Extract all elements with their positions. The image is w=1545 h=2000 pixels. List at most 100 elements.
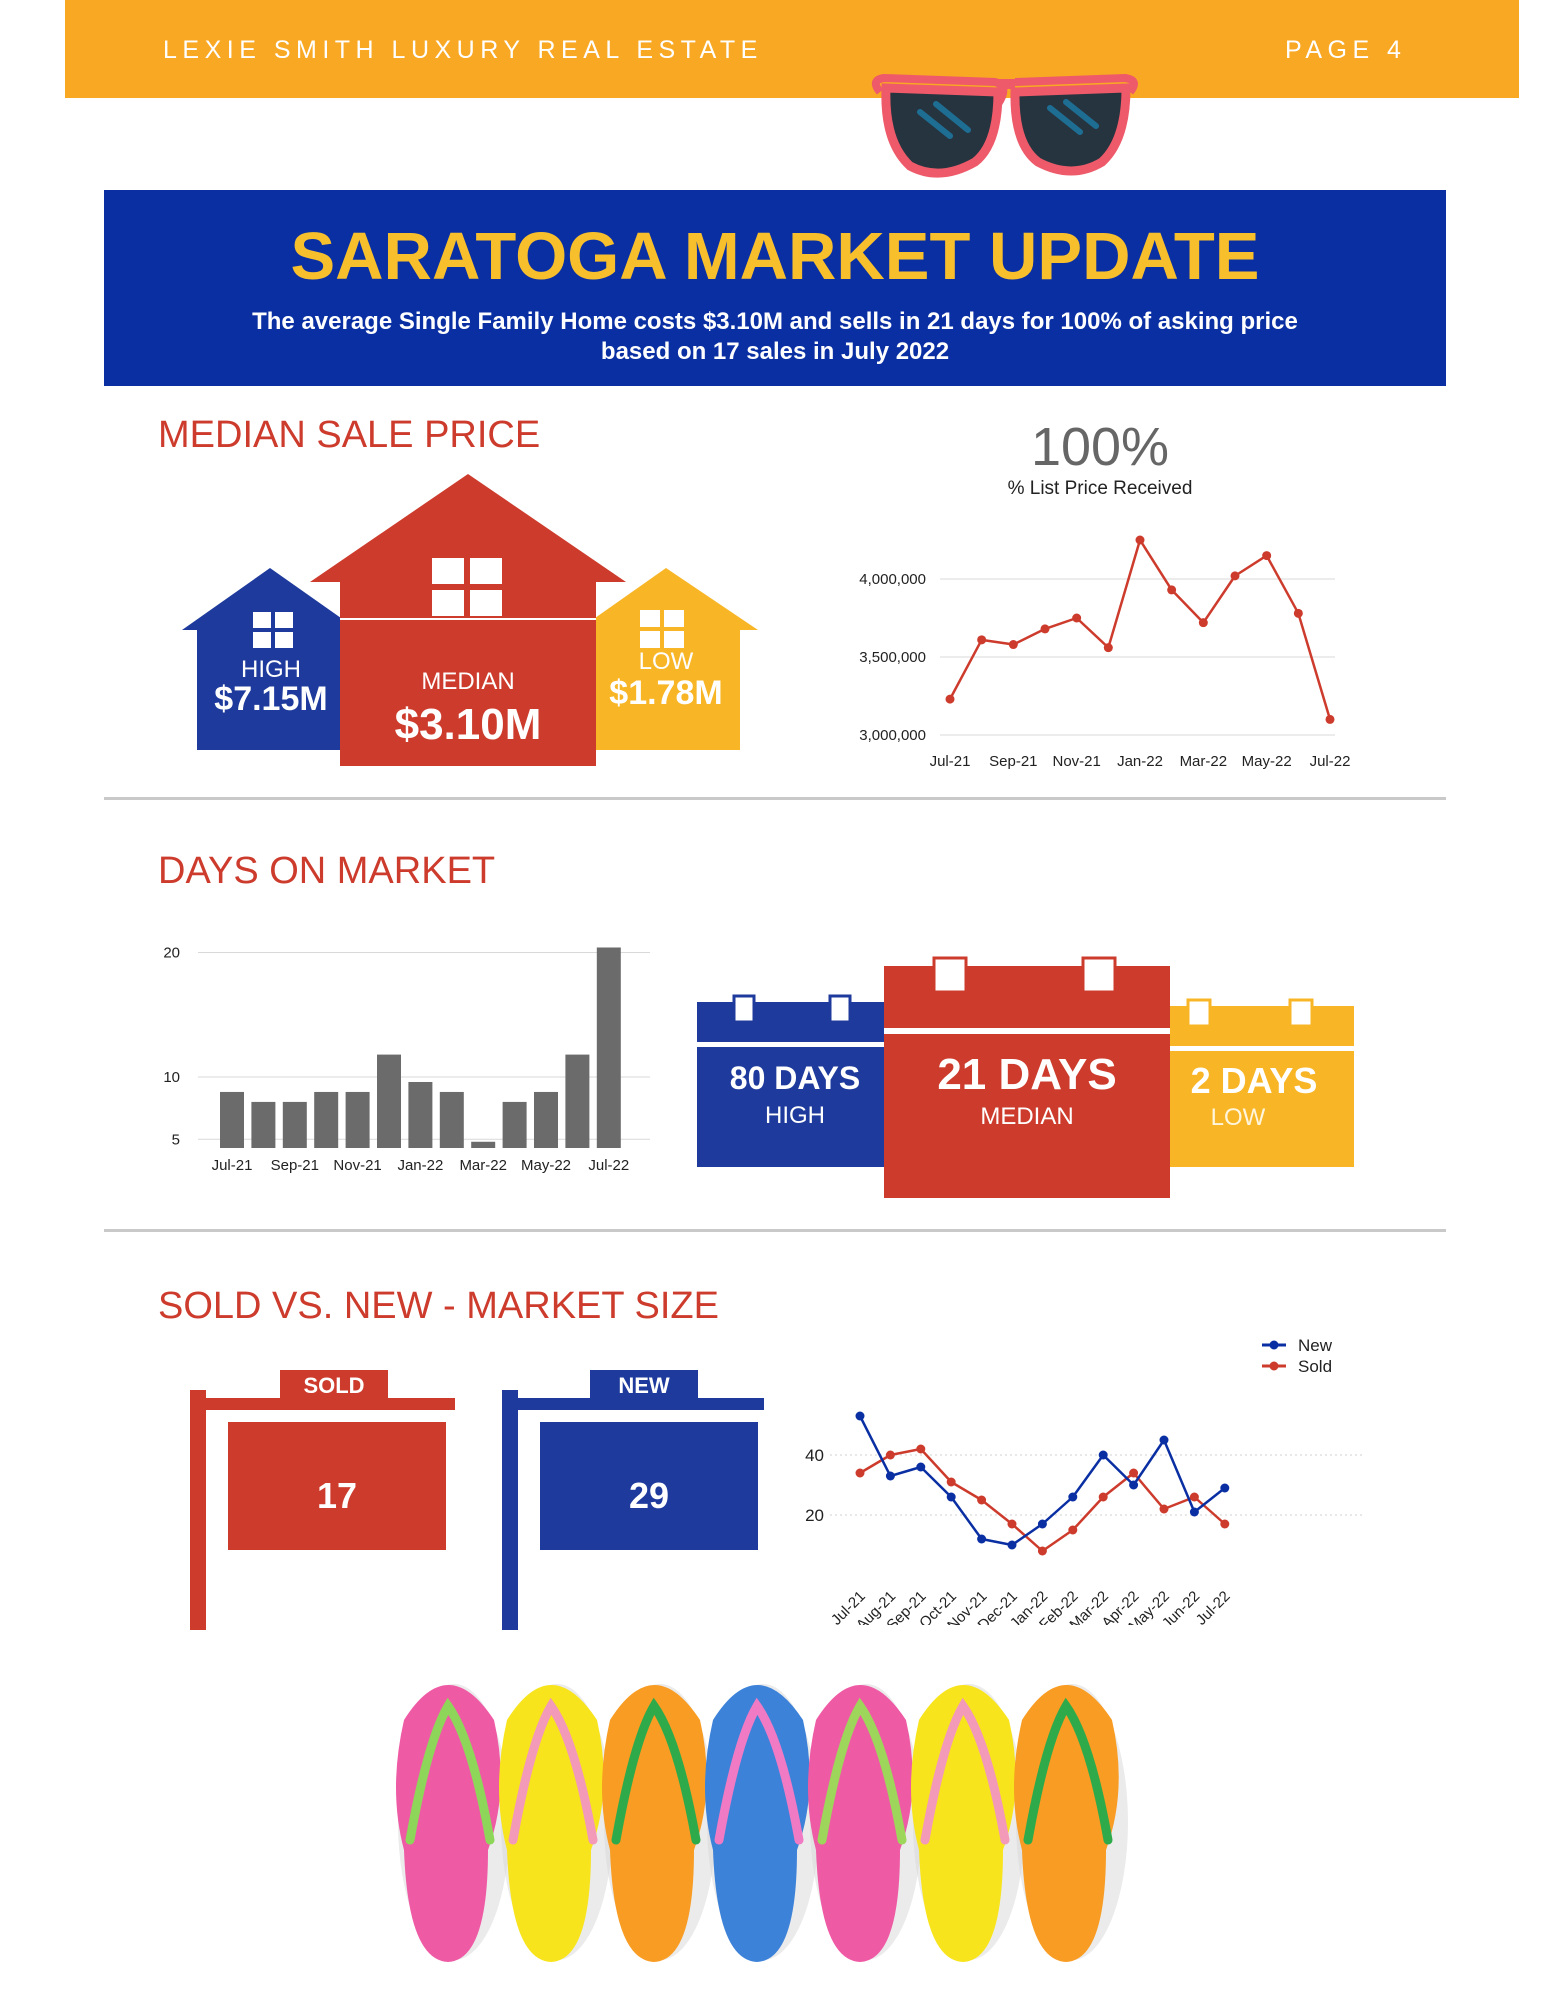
- x-tick-label: Jul-21: [212, 1157, 253, 1174]
- flip-flop-strap: [817, 1697, 907, 1845]
- y-tick-label: 20: [163, 944, 180, 961]
- new-sign-header: [590, 1370, 698, 1404]
- y-tick-label: 4,000,000: [859, 571, 926, 588]
- median-price-label: MEDIAN: [421, 668, 515, 695]
- x-tick-label: Jul-22: [1193, 1588, 1234, 1625]
- x-tick-label: Mar-22: [1180, 753, 1228, 770]
- data-point: [1220, 1483, 1230, 1493]
- flip-flop-sole: [1014, 1685, 1119, 1962]
- y-tick-label: 3,000,000: [859, 727, 926, 744]
- dom-median-label: MEDIAN: [980, 1103, 1074, 1130]
- legend-marker: [1269, 1361, 1279, 1371]
- data-point: [1068, 1525, 1078, 1535]
- dom-low-value: 2 DAYS: [1190, 1060, 1318, 1101]
- data-point: [1189, 1507, 1199, 1517]
- median-price-line-chart: 3,000,000 3,500,000 4,000,000 Jul-21 Sep-21 N…: [859, 535, 1350, 770]
- days-on-market-bar-chart: 5 10 20 Jul-21 Sep-21 Nov-21 Jan-22 Mar-22 May-2…: [163, 944, 650, 1174]
- low-house-roof: [578, 568, 758, 630]
- data-point: [1230, 571, 1240, 581]
- list-price-caption: % List Price Received: [1007, 478, 1193, 499]
- data-point: [1129, 1480, 1139, 1490]
- dom-high-label: HIGH: [765, 1102, 825, 1129]
- flip-flop-sole: [808, 1685, 913, 1962]
- data-point: [1262, 551, 1272, 561]
- calendars-illustration: [697, 956, 1354, 1198]
- x-tick-label: Nov-21: [333, 1157, 381, 1174]
- y-tick-label: 5: [172, 1131, 180, 1148]
- data-point: [1167, 585, 1177, 595]
- x-tick-label: Jul-22: [588, 1157, 629, 1174]
- data-point: [1007, 1540, 1017, 1550]
- data-point: [1293, 608, 1303, 618]
- y-tick-label: 10: [163, 1069, 180, 1086]
- x-tick-label: Jul-22: [1310, 753, 1350, 770]
- header-bar: [65, 0, 1519, 98]
- bar: [251, 1101, 276, 1148]
- new-count: 29: [628, 1475, 670, 1516]
- median-sale-price-title: MEDIAN SALE PRICE: [158, 414, 541, 456]
- data-point: [1103, 643, 1113, 653]
- flip-flop-strap: [508, 1697, 598, 1845]
- new-sign-label: NEW: [618, 1373, 670, 1398]
- data-point: [855, 1411, 865, 1421]
- new-sign-board: [540, 1422, 758, 1550]
- median-calendar: [884, 966, 1170, 1198]
- data-point: [1220, 1519, 1230, 1529]
- x-tick-label: Jul-21: [930, 753, 971, 770]
- data-point: [1037, 1546, 1047, 1556]
- flip-flop-sole: [602, 1685, 707, 1962]
- low-price-value: $1.78M: [609, 674, 723, 712]
- bar: [565, 1054, 590, 1148]
- data-point: [1189, 1492, 1199, 1502]
- bar: [439, 1091, 464, 1148]
- sold-sign-board: [228, 1422, 446, 1550]
- bar: [345, 1091, 370, 1148]
- flip-flop-strap: [714, 1697, 804, 1845]
- bar: [471, 1141, 496, 1148]
- flip-flop-sole: [499, 1685, 604, 1962]
- sold-sign-post: [190, 1390, 206, 1630]
- median-house-roof: [310, 474, 626, 582]
- flip-flop-strap: [405, 1697, 495, 1845]
- data-point: [1325, 714, 1335, 724]
- sold-sign-header: [280, 1370, 388, 1404]
- low-price-label: LOW: [638, 648, 694, 675]
- sold-count: 17: [316, 1475, 358, 1516]
- series-line: [859, 1447, 1226, 1553]
- data-point: [945, 694, 955, 704]
- data-point: [1037, 1519, 1047, 1529]
- bar: [408, 1081, 433, 1148]
- sold-sign-label: SOLD: [303, 1373, 365, 1398]
- flip-flop-strap: [1023, 1697, 1113, 1845]
- section-divider: [104, 797, 1446, 800]
- data-point: [855, 1468, 865, 1478]
- title-banner: SARATOGA MARKET UPDATE The average Singl…: [104, 190, 1446, 386]
- sold-vs-new-line-chart: 2040Jul-21Aug-21Sep-21Oct-21Nov-21Dec-21…: [805, 1336, 1365, 1625]
- high-house-roof: [182, 568, 358, 630]
- section-divider: [104, 1229, 1446, 1232]
- page-title: SARATOGA MARKET UPDATE: [290, 219, 1260, 294]
- new-sign-post: [502, 1390, 518, 1630]
- flip-flop-strap: [920, 1697, 1010, 1845]
- data-point: [1135, 535, 1145, 545]
- high-price-label: HIGH: [241, 656, 301, 683]
- summary-line-2: based on 17 sales in July 2022: [600, 338, 950, 365]
- x-tick-label: Jan-22: [1117, 753, 1163, 770]
- data-point: [885, 1450, 895, 1460]
- data-point: [1072, 613, 1082, 623]
- low-house-body: [592, 628, 740, 750]
- houses-illustration: [182, 474, 758, 766]
- series-line: [948, 538, 1332, 720]
- median-house-body: [340, 620, 596, 766]
- bar: [534, 1091, 558, 1148]
- dom-high-value: 80 DAYS: [729, 1060, 861, 1096]
- data-point: [946, 1492, 956, 1502]
- data-point: [1098, 1492, 1108, 1502]
- data-point: [1198, 618, 1208, 628]
- bar: [314, 1091, 339, 1148]
- days-on-market-title: DAYS ON MARKET: [158, 850, 496, 892]
- low-calendar: [1154, 1006, 1354, 1167]
- x-tick-label: May-22: [521, 1157, 571, 1174]
- x-tick-label: Sep-21: [989, 753, 1037, 770]
- data-point: [1008, 640, 1018, 650]
